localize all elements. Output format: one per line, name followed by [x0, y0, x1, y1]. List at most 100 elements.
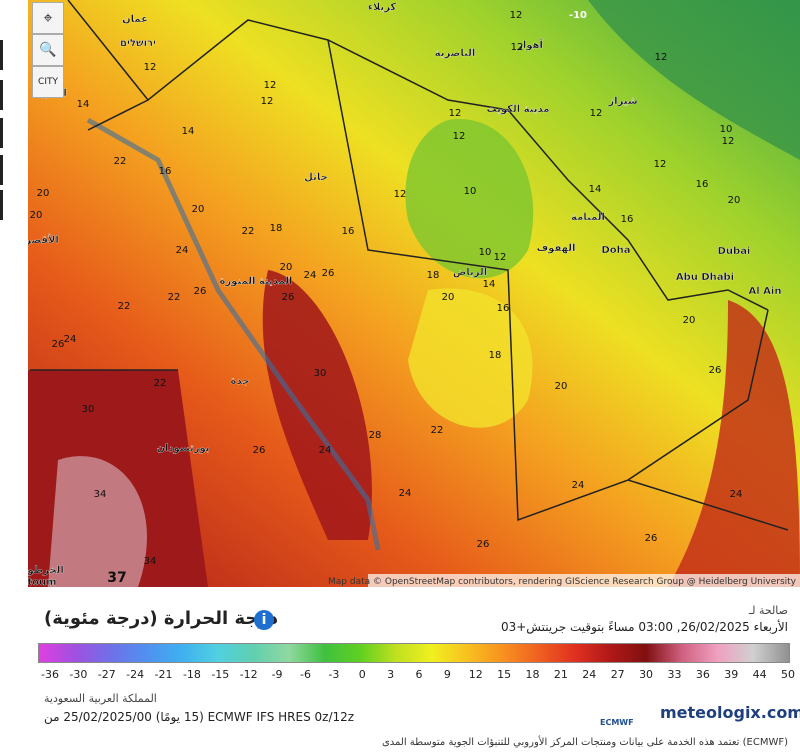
- temperature-label: 20: [37, 188, 50, 199]
- temperature-label: 12: [394, 189, 407, 200]
- city-label: أهواز: [516, 38, 543, 51]
- scale-tick-label: -30: [69, 668, 88, 681]
- location-button[interactable]: ⌖: [32, 2, 64, 34]
- city-label: ירושלים: [120, 38, 156, 49]
- temperature-label: 16: [696, 179, 709, 190]
- temperature-label: 24: [399, 488, 412, 499]
- temperature-label: 12: [510, 10, 523, 21]
- scale-tick-label: 12: [468, 668, 483, 681]
- footer: (ECMWF) تعتمد هذه الخدمة على بيانات ومنت…: [381, 737, 788, 748]
- scale-tick-label: -12: [239, 668, 258, 681]
- city-label: Dubai: [718, 246, 751, 257]
- scale-tick-label: 24: [582, 668, 597, 681]
- scale-tick-label: 15: [497, 668, 512, 681]
- temperature-label: 24: [730, 489, 743, 500]
- temperature-label: 26: [282, 292, 295, 303]
- temperature-label: 12: [494, 252, 507, 263]
- scale-tick-label: -36: [41, 668, 59, 681]
- temperature-label: 14: [182, 126, 195, 137]
- scale-tick-label: -18: [182, 668, 201, 681]
- city-label: شيراز: [607, 96, 637, 107]
- temperature-label: 22: [431, 425, 444, 436]
- scale-tick-label: 39: [724, 668, 739, 681]
- temperature-label: 20: [555, 381, 568, 392]
- temperature-label: 26: [322, 268, 335, 279]
- temperature-label: 26: [194, 286, 207, 297]
- temperature-label: 16: [159, 166, 172, 177]
- temperature-label: 18: [489, 350, 502, 361]
- zoom-button[interactable]: 🔍: [32, 34, 64, 66]
- scale-tick-label: 18: [525, 668, 540, 681]
- scale-tick-label: 3: [387, 668, 395, 681]
- city-label: كربلاء: [368, 2, 397, 13]
- temperature-label: 16: [342, 226, 355, 237]
- temperature-label: 34: [94, 489, 107, 500]
- temperature-label: 10: [720, 124, 733, 135]
- city-label: مدينة الكويت: [487, 104, 550, 115]
- temperature-label: 12: [511, 42, 524, 53]
- temperature-label: 24: [304, 270, 317, 281]
- temperature-label: 18: [270, 223, 283, 234]
- temperature-label: 12: [654, 159, 667, 170]
- temperature-label: -10: [569, 10, 587, 21]
- temperature-label: 20: [683, 315, 696, 326]
- region: المملكة العربية السعودية: [44, 692, 157, 705]
- color-scale: [38, 643, 790, 663]
- temperature-label: 30: [82, 404, 95, 415]
- city-label: Al Ain: [749, 286, 782, 297]
- temperature-label: 22: [168, 292, 181, 303]
- temperature-label: 12: [655, 52, 668, 63]
- scale-tick-label: 21: [553, 668, 568, 681]
- temperature-label: 10: [479, 247, 492, 258]
- temperature-label: 20: [442, 292, 455, 303]
- scale-tick-label: 33: [667, 668, 682, 681]
- model-run: ECMWF IFS HRES 0z/12z (15 يومًا) 25/02/2…: [44, 710, 355, 724]
- city-label: Doha: [601, 245, 630, 256]
- map: كربلاء عمان ירושלים الناصرية أهواز مدينة الكو…: [28, 0, 800, 587]
- temperature-label: 20: [192, 204, 205, 215]
- temperature-label: 22: [242, 226, 255, 237]
- temperature-label: 12: [590, 108, 603, 119]
- scale-tick-label: -27: [97, 668, 116, 681]
- city-label: المدينة المنورة: [220, 276, 293, 287]
- temperature-label: 26: [253, 445, 266, 456]
- city-button[interactable]: CITY: [32, 66, 64, 98]
- city-label: الرياض: [453, 267, 487, 278]
- temperature-label: 37: [107, 570, 126, 586]
- scale-tick-label: 6: [415, 668, 423, 681]
- temperature-label: 24: [64, 334, 77, 345]
- scale-tick-label: 50: [781, 668, 795, 681]
- temperature-label: 26: [52, 339, 65, 350]
- side-bar: [0, 155, 3, 185]
- city-label: بورتسودان: [156, 443, 209, 454]
- temperature-label: 22: [118, 301, 131, 312]
- temperature-label: 12: [722, 136, 735, 147]
- scale-tick-label: 27: [610, 668, 625, 681]
- temperature-label: 10: [464, 186, 477, 197]
- city-label: الناصرية: [435, 48, 476, 59]
- city-label: الخرطوم: [28, 565, 64, 576]
- valid-label: صالحة لـ: [748, 604, 788, 617]
- city-label: الهفوف: [537, 243, 576, 254]
- info-button[interactable]: i: [254, 610, 274, 630]
- side-bar: [0, 118, 3, 148]
- temperature-label: 16: [621, 214, 634, 225]
- temperature-label: 16: [497, 303, 510, 314]
- temperature-label: 22: [114, 156, 127, 167]
- scale-tick-label: -21: [154, 668, 173, 681]
- side-bar: [0, 190, 3, 220]
- temperature-label: 22: [154, 378, 167, 389]
- brand: meteologix.com: [660, 703, 800, 722]
- city-label: الأقصر: [28, 233, 59, 246]
- scale-tick-label: -3: [328, 668, 340, 681]
- temperature-label: 18: [427, 270, 440, 281]
- valid-time: الأربعاء 26/02/2025, 03:00 مساءً بتوقيت …: [500, 620, 788, 634]
- temperature-label: 14: [77, 99, 90, 110]
- temperature-label: 24: [572, 480, 585, 491]
- city-label: جدة: [231, 376, 250, 387]
- scale-tick-label: -6: [299, 668, 311, 681]
- panel-title: درجة الحرارة (درجة مئوية): [44, 608, 278, 629]
- temperature-label: 24: [319, 445, 332, 456]
- city-label: حائل: [304, 172, 328, 183]
